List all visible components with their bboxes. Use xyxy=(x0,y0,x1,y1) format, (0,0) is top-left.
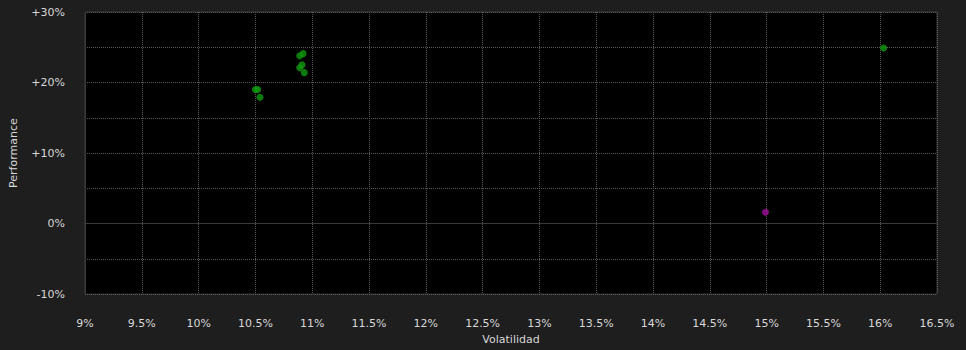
svg-text:16.5%: 16.5% xyxy=(920,317,955,330)
svg-text:14%: 14% xyxy=(641,317,665,330)
svg-text:13%: 13% xyxy=(527,317,551,330)
svg-text:12%: 12% xyxy=(414,317,438,330)
svg-text:9%: 9% xyxy=(76,317,93,330)
svg-text:13.5%: 13.5% xyxy=(579,317,614,330)
svg-text:Volatilidad: Volatilidad xyxy=(482,333,539,346)
svg-text:9.5%: 9.5% xyxy=(128,317,156,330)
svg-text:0%: 0% xyxy=(48,217,65,230)
svg-text:11%: 11% xyxy=(300,317,324,330)
svg-text:14.5%: 14.5% xyxy=(692,317,727,330)
svg-text:+30%: +30% xyxy=(31,6,65,19)
svg-text:12.5%: 12.5% xyxy=(465,317,500,330)
svg-text:+10%: +10% xyxy=(31,147,65,160)
svg-text:10.5%: 10.5% xyxy=(238,317,273,330)
svg-text:10%: 10% xyxy=(186,317,210,330)
svg-text:-10%: -10% xyxy=(37,288,65,301)
svg-text:16%: 16% xyxy=(868,317,892,330)
svg-text:15.5%: 15.5% xyxy=(806,317,841,330)
svg-text:+20%: +20% xyxy=(31,76,65,89)
svg-text:Performance: Performance xyxy=(7,118,20,188)
svg-text:15%: 15% xyxy=(754,317,778,330)
svg-text:11.5%: 11.5% xyxy=(352,317,387,330)
